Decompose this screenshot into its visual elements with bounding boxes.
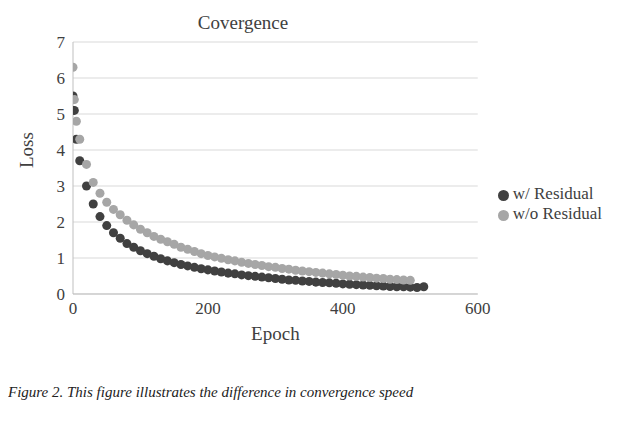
svg-text:4: 4 xyxy=(57,141,66,160)
svg-text:600: 600 xyxy=(465,299,491,318)
html-text:w/o Residual: w/o Residual xyxy=(512,204,602,223)
svg-text:3: 3 xyxy=(57,177,66,196)
svg-text:Loss: Loss xyxy=(16,132,37,168)
svg-text:1: 1 xyxy=(57,249,66,268)
svg-text:200: 200 xyxy=(195,299,221,318)
svg-text:0: 0 xyxy=(69,299,78,318)
svg-text:0: 0 xyxy=(57,285,66,304)
svg-text:6: 6 xyxy=(57,69,66,88)
svg-text:400: 400 xyxy=(330,299,356,318)
html-text:w/ Residual: w/ Residual xyxy=(512,184,594,203)
svg-text:7: 7 xyxy=(57,34,66,52)
html-text:Figure 2. This figure illustra: Figure 2. This figure illustrates the di… xyxy=(8,384,414,400)
svg-text:Epoch: Epoch xyxy=(251,323,300,344)
html-text:Covergence: Covergence xyxy=(197,12,289,33)
svg-text:5: 5 xyxy=(57,105,66,124)
svg-text:2: 2 xyxy=(57,213,66,232)
